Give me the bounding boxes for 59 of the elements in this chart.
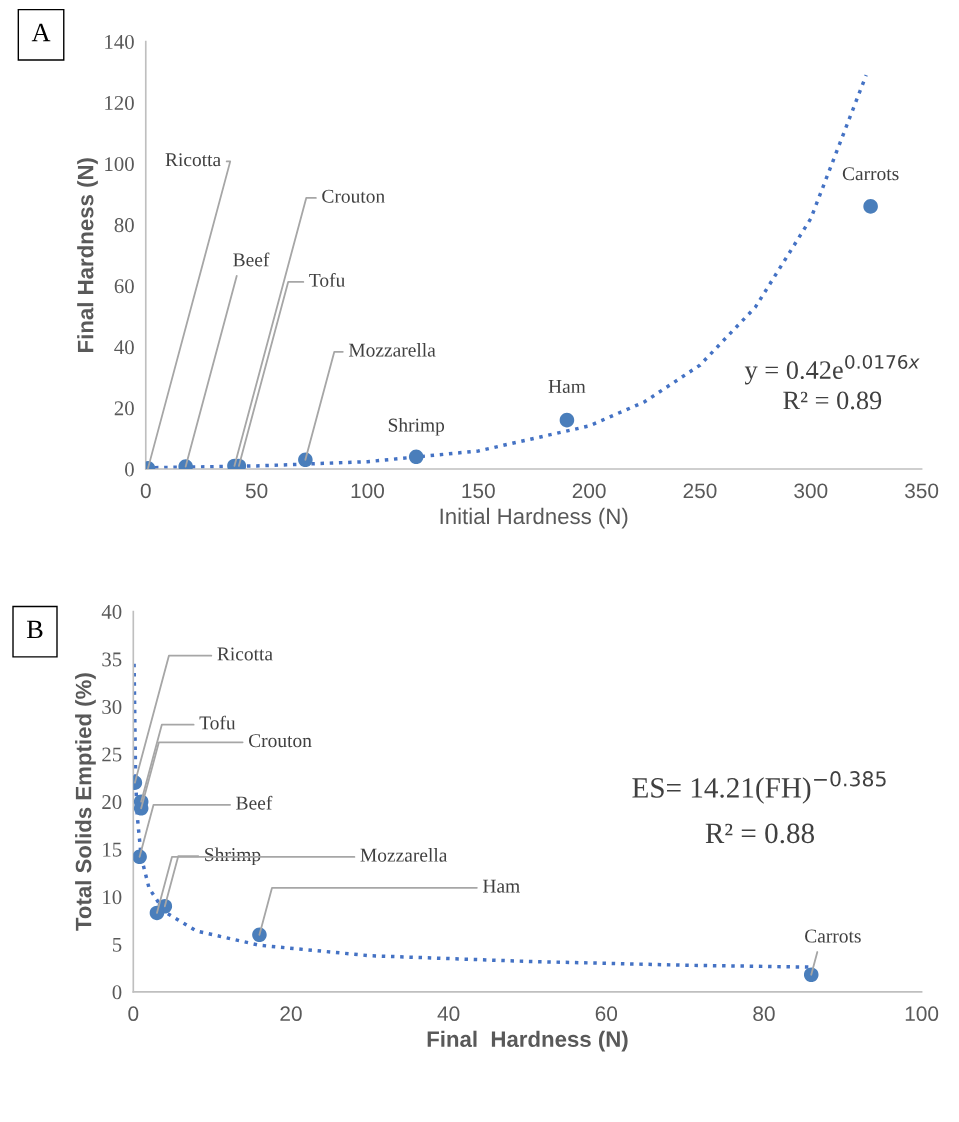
x-tick-label: 150 — [462, 483, 495, 499]
y-tick-label: 100 — [105, 157, 134, 172]
annotation: Carrots — [805, 929, 861, 943]
annotation: Carrots — [842, 167, 899, 181]
x-tick-label: 60 — [595, 1006, 618, 1022]
annotation: Beef — [233, 252, 270, 267]
y-tick-label: 80 — [114, 218, 134, 233]
x-tick-label: 80 — [753, 1006, 775, 1022]
annotation: ES= 14.21(FH)$^{−0.385}$ — [632, 771, 886, 804]
annotation: Crouton — [248, 734, 312, 748]
y-tick-label: 60 — [114, 279, 134, 294]
text: A — [31, 23, 51, 42]
y-tick-label: 20 — [114, 401, 134, 416]
y-tick-label: 5 — [112, 937, 122, 952]
annotation: Crouton — [322, 189, 385, 203]
x-tick-label: 50 — [245, 483, 268, 499]
annotation: Mozzarella — [360, 848, 448, 862]
y-tick-label: 40 — [101, 604, 122, 619]
y-tick-label: 20 — [102, 795, 122, 810]
x-tick-label: 20 — [280, 1006, 302, 1022]
x-axis-title: Final Hardness (N) — [427, 1030, 628, 1052]
x-tick-label: 0 — [140, 483, 151, 499]
annotation: Ricotta — [217, 647, 273, 661]
y-tick-label: 15 — [103, 842, 122, 857]
point — [133, 849, 147, 865]
y-axis-title: Total Solids Emptied (%) — [75, 673, 96, 931]
point — [863, 199, 878, 214]
x-tick-label: 300 — [794, 483, 828, 499]
x-tick-label: 40 — [437, 1006, 460, 1022]
x-axis-title: Initial Hardness (N) — [440, 507, 628, 529]
y-tick-label: 40 — [114, 340, 134, 355]
annotation: Shrimp — [388, 417, 445, 436]
y-tick-label: 25 — [102, 747, 122, 762]
annotation: Tofu — [199, 715, 236, 730]
y-tick-label: 30 — [102, 699, 122, 715]
annotation: y = 0.42e$^{0.0176x}$ — [744, 354, 920, 385]
point — [559, 412, 575, 428]
y-tick-label: 10 — [103, 890, 122, 905]
y-tick-label: 120 — [105, 95, 134, 111]
annotation: Ham — [548, 380, 586, 394]
y-tick-label: 0 — [112, 985, 122, 1000]
x-tick-label: 350 — [905, 483, 939, 499]
y-axis-title: Final Hardness (N) — [77, 158, 98, 352]
text: B — [26, 620, 43, 639]
point — [252, 927, 267, 943]
x-tick-label: 100 — [905, 1006, 939, 1022]
annotation: Beef — [236, 795, 273, 810]
y-tick-label: 35 — [102, 652, 122, 667]
annotation: Ham — [482, 879, 520, 893]
annotation: R² = 0.89 — [783, 391, 882, 410]
annotation: Ricotta — [165, 153, 221, 167]
x-tick-label: 200 — [572, 483, 606, 499]
x-tick-label: 250 — [683, 483, 717, 499]
annotation: R² = 0.88 — [705, 823, 815, 844]
annotation: Tofu — [309, 272, 345, 287]
y-tick-label: 140 — [105, 34, 134, 49]
annotation: Mozzarella — [348, 343, 436, 357]
y-tick-label: 0 — [125, 462, 134, 477]
x-tick-label: 100 — [351, 483, 384, 499]
